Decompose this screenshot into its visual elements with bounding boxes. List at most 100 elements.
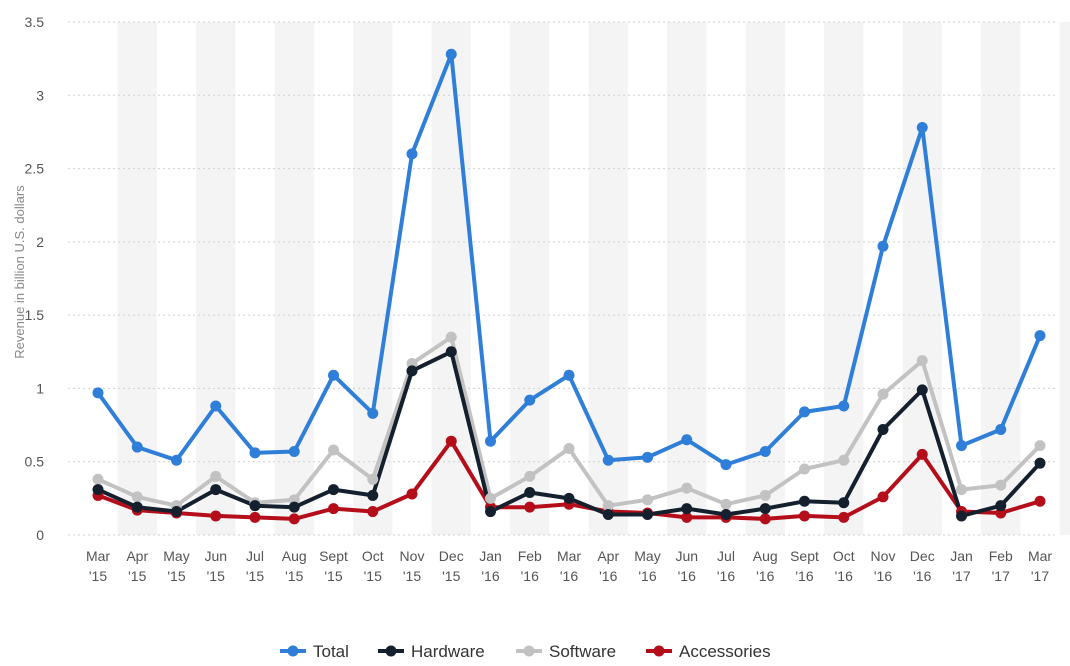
- legend: Total Hardware Software Accessories: [280, 642, 771, 661]
- data-point-accessories: [288, 513, 300, 525]
- data-point-accessories: [799, 510, 810, 522]
- data-point-software: [210, 470, 222, 482]
- data-point-software: [485, 492, 496, 504]
- data-point-software: [759, 489, 771, 501]
- data-point-accessories: [838, 511, 850, 523]
- data-point-hardware: [563, 492, 575, 504]
- data-point-software: [367, 473, 379, 485]
- data-point-software: [92, 473, 104, 485]
- x-tick-year-label: '16: [638, 568, 656, 584]
- background-band: [510, 22, 550, 535]
- data-point-hardware: [367, 489, 379, 501]
- data-point-total: [406, 148, 418, 160]
- data-point-accessories: [759, 513, 771, 525]
- background-band: [981, 22, 1021, 535]
- data-point-software: [602, 500, 614, 512]
- data-point-software: [563, 443, 575, 455]
- legend-swatch-marker: [287, 645, 299, 657]
- x-tick-year-label: '16: [874, 568, 892, 584]
- data-point-hardware: [131, 501, 143, 513]
- x-tick-year-label: '15: [167, 568, 185, 584]
- y-axis-label: Revenue in billion U.S. dollars: [12, 185, 27, 359]
- data-point-hardware: [1034, 457, 1046, 469]
- data-point-total: [956, 440, 967, 452]
- data-point-accessories: [1034, 495, 1046, 507]
- data-point-total: [681, 434, 693, 446]
- data-point-hardware: [956, 510, 967, 522]
- x-tick-year-label: '16: [678, 568, 696, 584]
- legend-label-accessories: Accessories: [679, 642, 771, 661]
- data-point-accessories: [210, 510, 222, 522]
- data-point-software: [681, 482, 693, 494]
- legend-label-software: Software: [549, 642, 616, 661]
- x-tick-year-label: '15: [442, 568, 460, 584]
- data-point-software: [799, 463, 810, 475]
- x-tick-month-label: Nov: [400, 548, 425, 564]
- data-point-hardware: [759, 503, 771, 515]
- x-tick-year-label: '15: [403, 568, 421, 584]
- x-tick-month-label: Dec: [910, 548, 935, 564]
- data-point-software: [995, 479, 1007, 491]
- legend-swatch-marker: [385, 645, 397, 657]
- data-point-total: [563, 369, 575, 381]
- background-band: [196, 22, 236, 535]
- y-axis-ticks: 0 0.5 1 1.5 2 2.5 3 3.5: [25, 14, 45, 543]
- data-point-total: [759, 445, 771, 457]
- x-tick-month-label: Aug: [282, 548, 307, 564]
- x-tick-month-label: Apr: [597, 548, 619, 564]
- data-point-hardware: [877, 423, 889, 435]
- data-point-accessories: [681, 511, 693, 523]
- data-point-accessories: [445, 435, 457, 447]
- legend-swatch-marker: [653, 645, 665, 657]
- data-point-hardware: [406, 365, 418, 377]
- x-tick-month-label: Apr: [126, 548, 148, 564]
- x-tick-month-label: Sept: [790, 548, 819, 564]
- data-point-total: [877, 240, 889, 252]
- background-band: [824, 22, 864, 535]
- x-tick-month-label: Jul: [246, 548, 264, 564]
- y-tick-label: 3: [36, 87, 44, 103]
- x-tick-year-label: '16: [835, 568, 853, 584]
- data-point-software: [328, 444, 339, 456]
- data-point-software: [916, 355, 928, 367]
- x-tick-month-label: May: [634, 548, 660, 564]
- data-point-total: [131, 441, 143, 453]
- x-tick-year-label: '16: [795, 568, 813, 584]
- x-tick-month-label: Sept: [319, 548, 348, 564]
- data-point-hardware: [838, 497, 850, 509]
- background-band: [667, 22, 707, 535]
- y-tick-label: 1.5: [25, 307, 45, 323]
- x-tick-year-label: '15: [128, 568, 146, 584]
- x-tick-year-label: '15: [324, 568, 342, 584]
- series-points: [92, 48, 1046, 525]
- background-band: [431, 22, 471, 535]
- x-tick-year-label: '17: [1031, 568, 1049, 584]
- x-tick-month-label: Mar: [557, 548, 581, 564]
- data-point-software: [642, 494, 653, 506]
- series-line-total: [96, 52, 1042, 467]
- data-point-hardware: [681, 503, 693, 515]
- data-point-total: [171, 454, 182, 466]
- x-tick-month-label: Jun: [675, 548, 698, 564]
- data-point-total: [367, 407, 379, 419]
- data-point-accessories: [877, 491, 889, 503]
- data-point-total: [1034, 330, 1046, 342]
- data-point-accessories: [916, 448, 928, 460]
- data-point-total: [720, 459, 732, 471]
- x-tick-year-label: '16: [521, 568, 539, 584]
- data-point-hardware: [485, 506, 496, 518]
- data-point-hardware: [524, 486, 536, 498]
- data-point-hardware: [288, 501, 300, 513]
- x-tick-year-label: '15: [364, 568, 382, 584]
- background-band: [117, 22, 157, 535]
- x-tick-year-label: '15: [89, 568, 107, 584]
- data-point-total: [328, 369, 339, 381]
- x-tick-month-label: Feb: [989, 548, 1013, 564]
- data-point-total: [485, 435, 496, 447]
- data-point-software: [877, 388, 889, 400]
- x-tick-year-label: '17: [952, 568, 970, 584]
- data-point-total: [799, 406, 810, 418]
- y-tick-label: 2.5: [25, 161, 45, 177]
